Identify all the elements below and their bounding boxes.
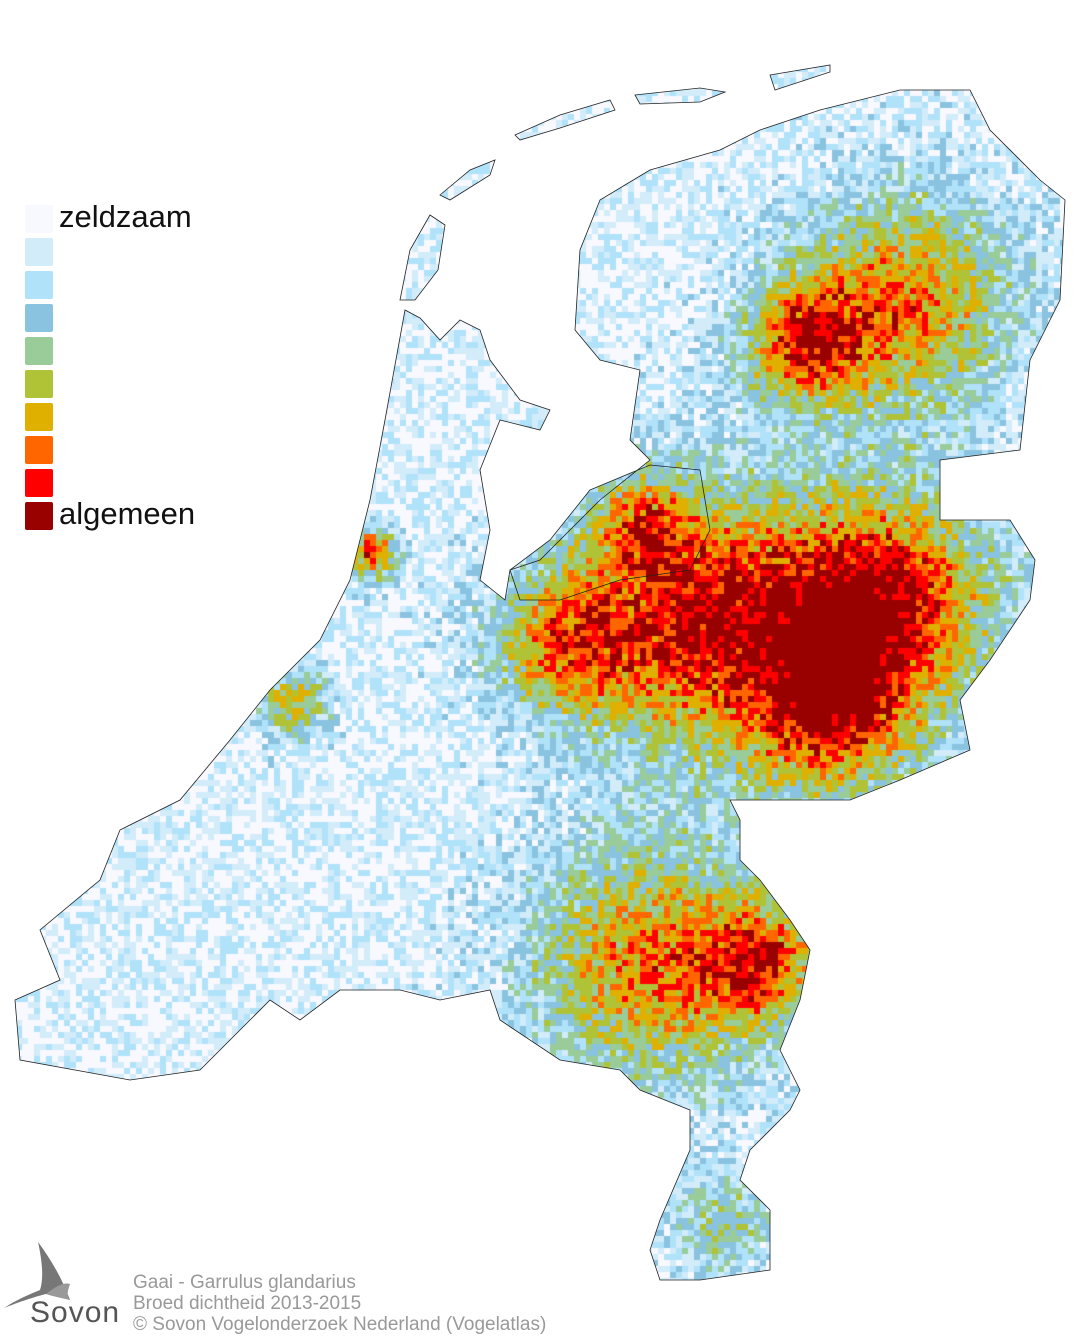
island-outline [509,464,711,601]
legend-low-label: zeldzaam [59,199,192,234]
legend-swatch-9 [25,502,53,530]
island-outline [399,214,446,301]
legend-swatch-7 [25,436,53,464]
species-name: Gaai - Garrulus glandarius [133,1272,356,1293]
mainland-outline [14,89,1066,1281]
legend-swatch-0 [25,205,53,233]
map-subtitle: Broed dichtheid 2013-2015 [133,1293,362,1314]
legend-swatch-3 [25,304,53,332]
island-outline [439,159,496,201]
legend-swatch-2 [25,271,53,299]
map-caption: Gaai - Garrulus glandarius Broed dichthe… [133,1272,546,1335]
island-outline [634,87,727,105]
legend-swatch-5 [25,370,53,398]
copyright: © Sovon Vogelonderzoek Nederland (Vogela… [133,1314,547,1335]
legend-swatch-8 [25,469,53,497]
island-outline [514,99,616,141]
legend-swatch-1 [25,238,53,266]
logo-text: Sovon [30,1296,121,1329]
sovon-swallow-logo [4,1242,70,1308]
island-outline [769,64,831,91]
legend-high-label: algemeen [59,496,196,531]
legend-swatch-6 [25,403,53,431]
legend-swatch-4 [25,337,53,365]
